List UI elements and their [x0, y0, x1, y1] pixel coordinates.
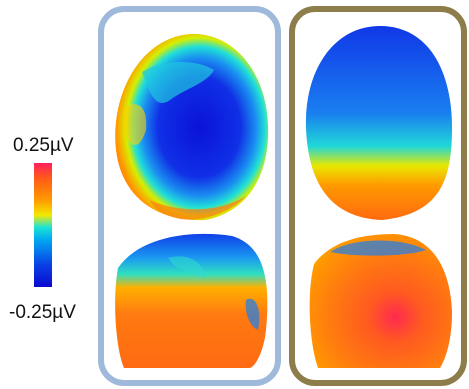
left-bottom-head-map — [115, 233, 268, 368]
right-panel-frame — [289, 6, 467, 386]
right-top-head-map — [305, 26, 452, 220]
left-top-head-map — [115, 33, 269, 221]
colorbar-min-label: -0.25µV — [9, 302, 76, 323]
right-bottom-head-map — [309, 234, 452, 368]
colorbar-max-label: 0.25µV — [13, 135, 74, 156]
left-panel-frame — [98, 6, 281, 386]
colorbar-gradient — [34, 163, 52, 287]
colorbar-legend: 0.25µV -0.25µV — [0, 0, 100, 389]
